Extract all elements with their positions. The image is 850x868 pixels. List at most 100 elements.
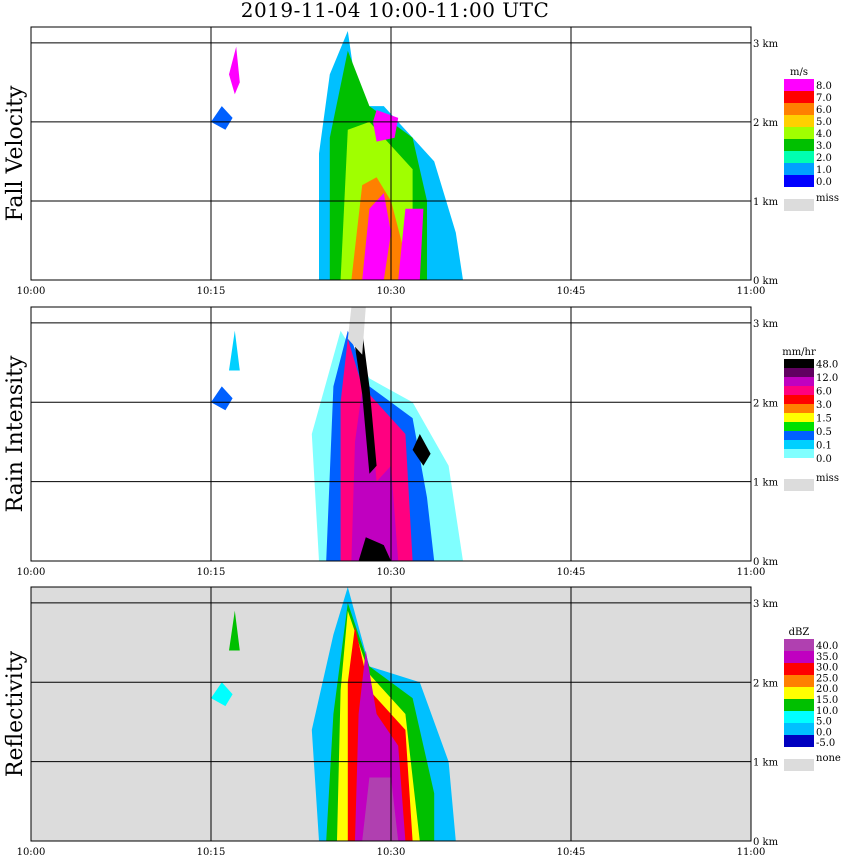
y-axis-label: Rain Intensity (3, 355, 28, 512)
colorbar-label: 6.0 (816, 105, 832, 116)
colorbar-swatch (784, 458, 814, 467)
colorbar-label: 8.0 (816, 81, 832, 92)
colorbar-swatch (784, 395, 814, 404)
colorbar-unit: m/s (790, 67, 808, 78)
colorbar-label: 0.0 (816, 727, 832, 738)
colorbar-label: 1.5 (816, 414, 832, 425)
colorbar-swatch (784, 359, 814, 368)
colorbar-label: 2.0 (816, 153, 832, 164)
colorbar-label: 0.5 (816, 427, 832, 438)
colorbar-swatch (784, 103, 814, 115)
colorbar-swatch (784, 91, 814, 103)
x-tick-label: 10:00 (17, 567, 46, 578)
x-tick-label: 10:00 (17, 847, 46, 858)
colorbar-swatch (784, 163, 814, 175)
colorbar-swatch (784, 413, 814, 422)
colorbar-swatch (784, 440, 814, 449)
colorbar-swatch (784, 723, 814, 735)
x-tick-label: 10:30 (377, 847, 406, 858)
plot-frame (30, 586, 752, 842)
echo-small-top (229, 610, 240, 651)
x-tick-label: 10:30 (377, 286, 406, 297)
colorbar-label: 5.0 (816, 117, 832, 128)
colorbar-unit: dBZ (789, 627, 810, 638)
colorbar-swatch (784, 449, 814, 458)
x-tick-label: 10:45 (557, 847, 586, 858)
echo-core-1 (362, 193, 391, 280)
echo-small-cell (211, 386, 233, 411)
colorbar-missing-label: miss (816, 193, 839, 204)
colorbar-swatch (784, 651, 814, 663)
colorbar-missing-label: none (816, 753, 841, 764)
y-tick-label: 2 km (753, 118, 779, 129)
x-tick-label: 10:45 (557, 567, 586, 578)
x-tick-label: 10:45 (557, 286, 586, 297)
y-tick-label: 3 km (753, 319, 779, 330)
echo-core (362, 777, 399, 841)
colorbar-swatch (784, 422, 814, 431)
colorbar-label: 20.0 (816, 684, 838, 695)
colorbar-label: 30.0 (816, 663, 838, 674)
x-tick-label: 11:00 (737, 847, 766, 858)
colorbar-label: 5.0 (816, 717, 832, 728)
echo-miss-strip (347, 307, 366, 355)
colorbar-label: 25.0 (816, 673, 838, 684)
colorbar-swatch (784, 127, 814, 139)
x-tick-label: 10:15 (197, 847, 226, 858)
y-axis-label: Fall Velocity (3, 85, 28, 221)
colorbar-swatch (784, 386, 814, 395)
y-tick-label: 1 km (753, 197, 779, 208)
colorbar-label: 48.0 (816, 360, 838, 371)
echo-small-cell (211, 106, 233, 130)
panel-3: 0 km 1 km 2 km 3 km 10:00 10:15 10:30 10:45 11:0… (3, 586, 841, 858)
colorbar-missing-label: miss (816, 473, 839, 484)
colorbar-label: 35.0 (816, 652, 838, 663)
colorbar-missing-swatch (784, 199, 814, 211)
colorbar-label: 7.0 (816, 93, 832, 104)
x-tick-label: 10:15 (197, 567, 226, 578)
colorbar-swatch (784, 639, 814, 651)
colorbar-unit: mm/hr (782, 347, 816, 358)
colorbar-swatch (784, 139, 814, 151)
colorbar-label: 15.0 (816, 695, 838, 706)
echo-upper-core (373, 110, 399, 142)
echo-core-2 (398, 208, 424, 280)
colorbar-label: 0.0 (816, 454, 832, 465)
colorbar-swatch (784, 699, 814, 711)
colorbar-label: 0.0 (816, 177, 832, 188)
colorbar-swatch (784, 431, 814, 440)
y-tick-label: 3 km (753, 599, 779, 610)
x-tick-label: 11:00 (737, 567, 766, 578)
x-tick-label: 10:30 (377, 567, 406, 578)
colorbar-label: 1.0 (816, 165, 832, 176)
y-tick-label: 0 km (753, 276, 779, 287)
colorbar-label: 12.0 (816, 373, 838, 384)
x-tick-label: 10:00 (17, 286, 46, 297)
echo-small-top (229, 330, 240, 371)
colorbar-swatch (784, 115, 814, 127)
colorbar-swatch (784, 175, 814, 187)
colorbar-swatch (784, 711, 814, 723)
echo-black-cell (412, 434, 431, 466)
y-tick-label: 1 km (753, 758, 779, 769)
plot-frame (30, 306, 752, 562)
colorbar-label: 6.0 (816, 387, 832, 398)
colorbar-swatch (784, 687, 814, 699)
colorbar-swatch (784, 377, 814, 386)
colorbar-swatch (784, 368, 814, 377)
colorbar-missing-swatch (784, 479, 814, 491)
echo-small-cell (211, 682, 233, 707)
echo-black-base (358, 537, 391, 561)
colorbar-swatch (784, 79, 814, 91)
y-tick-label: 0 km (753, 557, 779, 568)
y-tick-label: 2 km (753, 398, 779, 409)
colorbar-label: 0.1 (816, 441, 832, 452)
colorbar-swatch (784, 735, 814, 747)
colorbar-label: 3.0 (816, 141, 832, 152)
y-tick-label: 1 km (753, 478, 779, 489)
y-axis-label: Reflectivity (3, 650, 28, 777)
colorbar-swatch (784, 663, 814, 675)
colorbar-swatch (784, 151, 814, 163)
colorbar-label: 3.0 (816, 400, 832, 411)
